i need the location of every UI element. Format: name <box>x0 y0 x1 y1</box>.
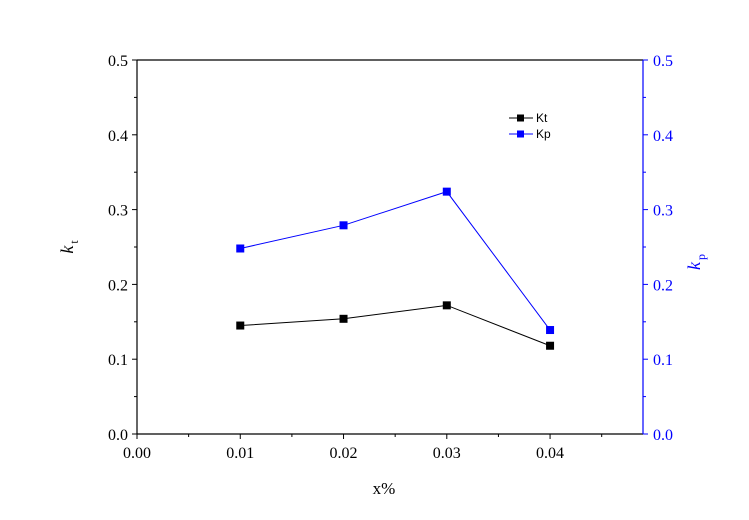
data-point-kp <box>236 244 245 253</box>
y-right-tick-label: 0.2 <box>653 277 673 294</box>
legend-marker-kp <box>517 130 524 138</box>
y-axis-label-left-sub: t <box>67 240 81 244</box>
data-point-kp <box>546 326 555 335</box>
series-line-kp <box>240 191 551 331</box>
legend: Kt Kp <box>509 111 551 141</box>
data-point-kt <box>442 301 451 310</box>
x-axis-label: x% <box>373 479 396 498</box>
axes-group: 0.00 0.01 0.02 0.03 0.04 0.0 0.1 0.2 0.3 0.4 0.5 0.… <box>108 53 673 462</box>
y-right-tick-label: 0.4 <box>653 128 673 145</box>
y-right-tick-label: 0.5 <box>653 53 673 70</box>
x-tick-label: 0.00 <box>123 445 151 462</box>
y-left-tick-label: 0.2 <box>108 277 128 294</box>
legend-label-kp: Kp <box>536 127 551 141</box>
legend-marker-kt <box>517 114 524 122</box>
y-right-tick-label: 0.0 <box>653 427 673 444</box>
y-right-tick-label: 0.3 <box>653 203 673 220</box>
series-line-kt <box>240 304 551 347</box>
data-point-kt <box>236 321 245 330</box>
y-axis-label-right: kp <box>684 254 708 270</box>
x-tick-label: 0.01 <box>226 445 254 462</box>
data-point-kp <box>339 221 348 230</box>
series-layer <box>236 187 555 350</box>
data-point-kt <box>546 341 555 350</box>
y-left-tick-label: 0.0 <box>108 427 128 444</box>
legend-label-kt: Kt <box>536 111 548 125</box>
y-left-tick-label: 0.1 <box>108 352 128 369</box>
data-point-kt <box>339 314 348 323</box>
y-right-tick-label: 0.1 <box>653 352 673 369</box>
y-axis-label-right-base: k <box>684 261 704 270</box>
y-axis-label-right-sub: p <box>694 254 708 260</box>
x-tick-label: 0.02 <box>330 445 358 462</box>
y-left-tick-label: 0.5 <box>108 53 128 70</box>
data-point-kp <box>442 187 451 196</box>
y-axis-label-left: kt <box>57 240 81 254</box>
y-axis-label-left-base: k <box>57 245 77 254</box>
x-tick-label: 0.03 <box>433 445 461 462</box>
x-tick-label: 0.04 <box>536 445 564 462</box>
y-left-tick-label: 0.3 <box>108 203 128 220</box>
y-left-tick-label: 0.4 <box>108 128 128 145</box>
